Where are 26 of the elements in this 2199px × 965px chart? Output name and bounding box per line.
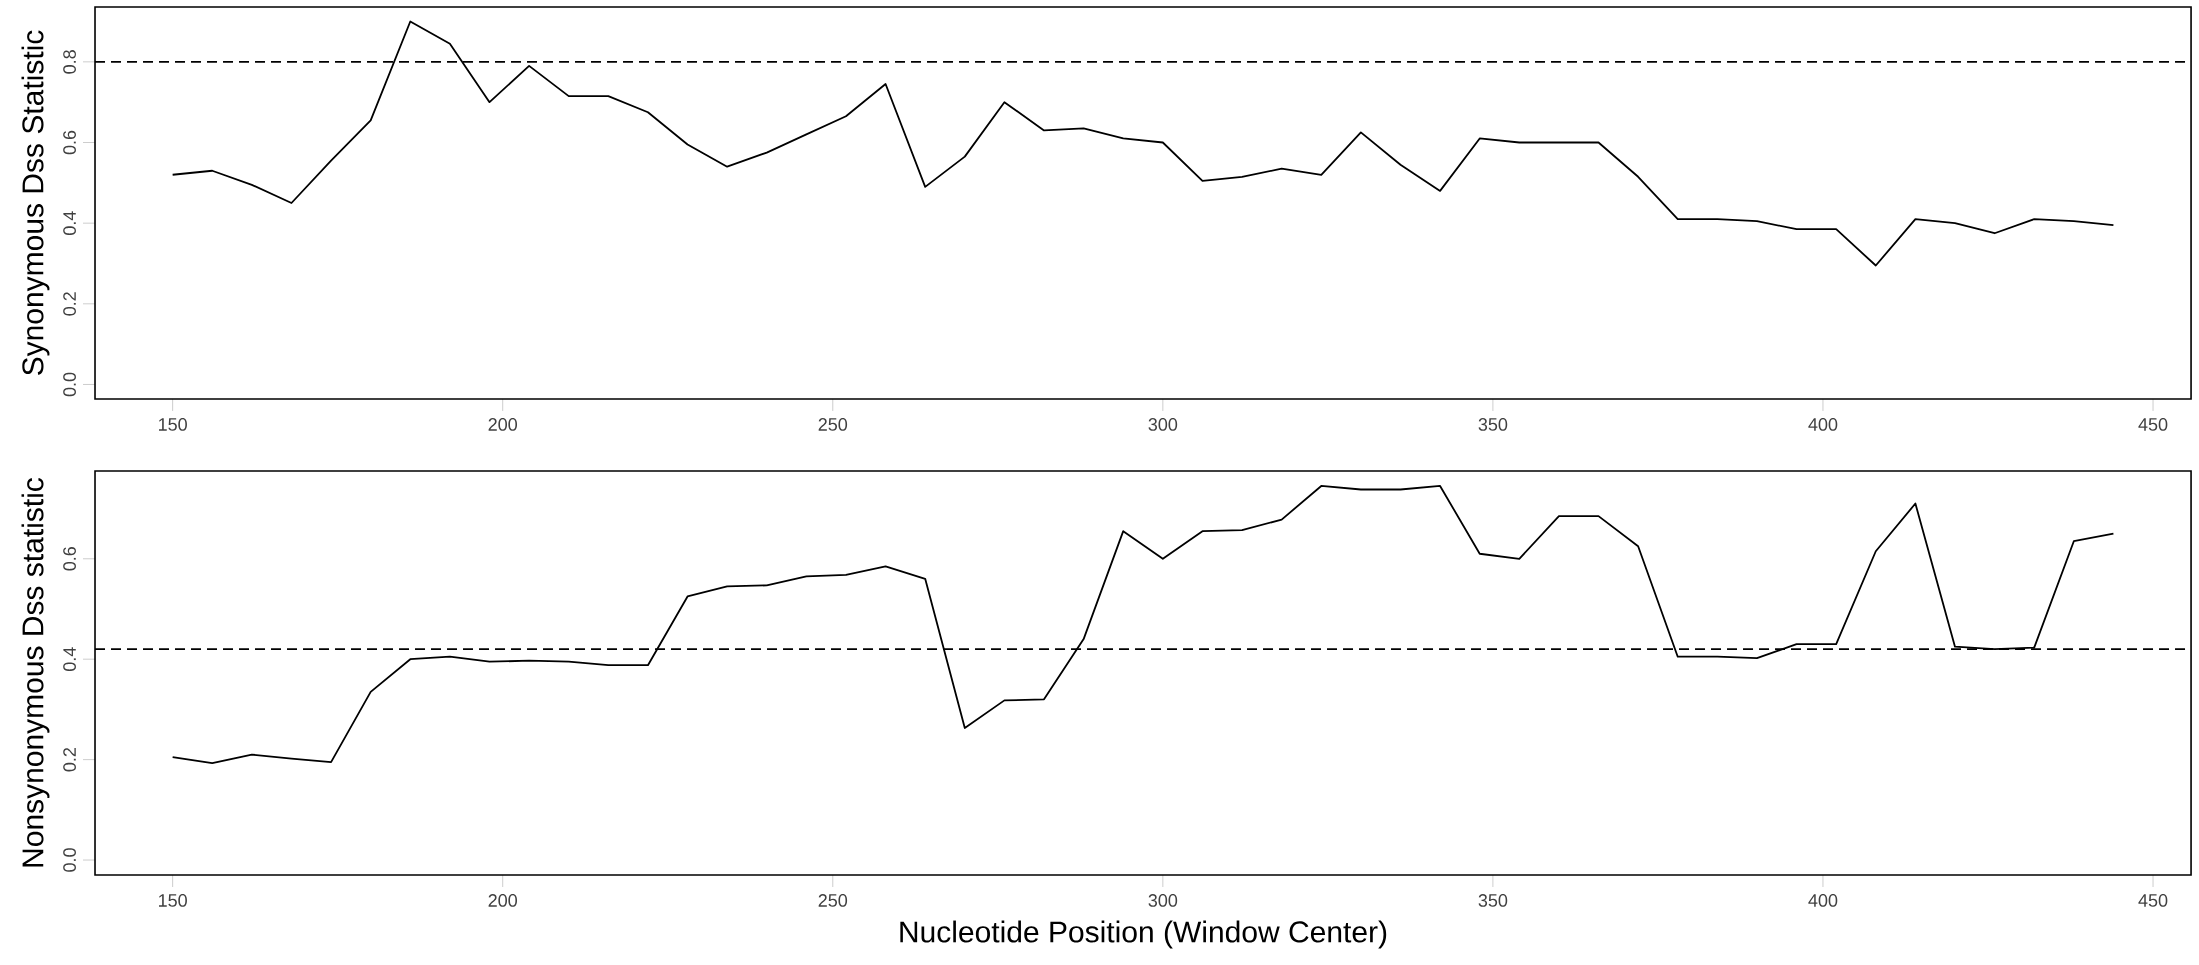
y-tick-label: 0.2: [63, 748, 76, 772]
x-tick-label: 200: [488, 418, 518, 431]
x-tick-label: 450: [2138, 418, 2168, 431]
x-tick-label: 250: [818, 418, 848, 431]
y-tick-label: 0.4: [63, 211, 76, 235]
y-tick-label: 0.2: [63, 292, 76, 316]
y-tick-label: 0.4: [63, 647, 76, 672]
x-tick-label: 300: [1148, 894, 1178, 907]
x-tick-label: 250: [818, 894, 848, 907]
x-tick-label: 450: [2138, 894, 2168, 907]
y-tick-label: 0.0: [63, 372, 76, 397]
y-tick-label: 0.6: [63, 547, 76, 571]
y-tick-label: 0.8: [63, 50, 76, 74]
x-axis-title: Nucleotide Position (Window Center): [900, 920, 1387, 949]
x-tick-label: 150: [159, 894, 187, 907]
y-axis-title: Synonymous Dss Statistic: [21, 30, 50, 376]
y-tick-label: 0.6: [63, 130, 76, 155]
x-tick-label: 300: [1148, 418, 1178, 431]
x-tick-label: 350: [1478, 894, 1508, 907]
x-tick-label: 150: [159, 418, 187, 431]
x-tick-label: 400: [1808, 418, 1838, 431]
x-tick-label: 350: [1478, 418, 1508, 431]
x-tick-label: 200: [488, 894, 518, 907]
y-axis-title: Nonsynonymous Dss statistic: [21, 477, 50, 867]
x-tick-label: 400: [1808, 894, 1838, 907]
y-tick-label: 0.0: [63, 848, 76, 872]
